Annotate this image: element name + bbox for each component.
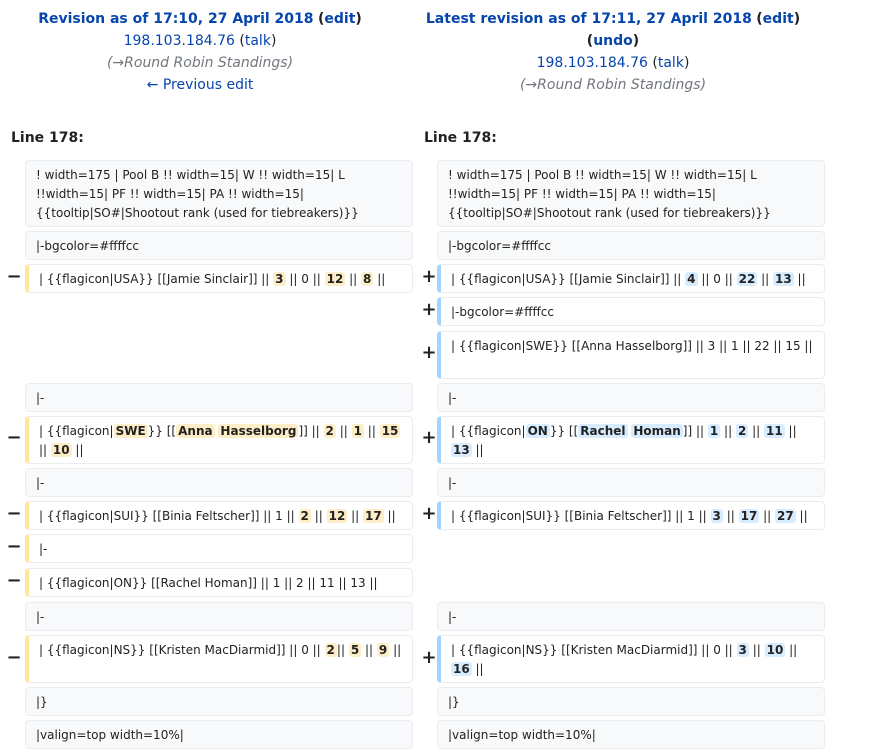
addition-marker: + xyxy=(421,503,437,524)
deletion-marker: − xyxy=(6,503,22,524)
context-line-right: ! width=175 | Pool B !! width=15| W !! w… xyxy=(437,160,825,227)
added-line: | {{flagicon|SUI}} [[Binia Feltscher]] |… xyxy=(437,501,825,530)
deleted-line: | {{flagicon|SUI}} [[Binia Feltscher]] |… xyxy=(25,501,413,530)
previous-edit-link[interactable]: ← Previous edit xyxy=(146,77,254,93)
deletion-marker: − xyxy=(6,647,22,668)
right-user-link[interactable]: 198.103.184.76 xyxy=(536,55,648,71)
context-line-left: |} xyxy=(25,687,413,716)
added-line: | {{flagicon|SWE}} [[Anna Hasselborg]] |… xyxy=(437,331,825,379)
deleted-line: | {{flagicon|NS}} [[Kristen MacDiarmid]]… xyxy=(25,635,413,683)
context-line-left: |valign=top width=10%| xyxy=(25,720,413,749)
addition-marker: + xyxy=(421,647,437,668)
context-line-left: |- xyxy=(25,468,413,497)
left-revision-title[interactable]: Revision as of 17:10, 27 April 2018 xyxy=(38,11,314,27)
addition-marker: + xyxy=(421,266,437,287)
context-line-right: |valign=top width=10%| xyxy=(437,720,825,749)
left-user-link[interactable]: 198.103.184.76 xyxy=(123,33,235,49)
left-line-number: Line 178: xyxy=(11,130,84,146)
left-revision-header: Revision as of 17:10, 27 April 2018 (edi… xyxy=(0,8,400,96)
context-line-left: |- xyxy=(25,383,413,412)
addition-marker: + xyxy=(421,427,437,448)
deletion-marker: − xyxy=(6,266,22,287)
context-line-left: |-bgcolor=#ffffcc xyxy=(25,231,413,260)
context-line-left: ! width=175 | Pool B !! width=15| W !! w… xyxy=(25,160,413,227)
deletion-marker: − xyxy=(6,536,22,557)
right-revision-title[interactable]: Latest revision as of 17:11, 27 April 20… xyxy=(425,11,752,27)
addition-marker: + xyxy=(421,342,437,363)
context-line-right: |- xyxy=(437,602,825,631)
context-line-right: |- xyxy=(437,383,825,412)
undo-link[interactable]: undo xyxy=(593,33,633,49)
context-line-right: |- xyxy=(437,468,825,497)
right-line-number: Line 178: xyxy=(424,130,497,146)
added-line: | {{flagicon|NS}} [[Kristen MacDiarmid]]… xyxy=(437,635,825,683)
right-edit-link[interactable]: edit xyxy=(762,11,794,27)
deleted-line: | {{flagicon|USA}} [[Jamie Sinclair]] ||… xyxy=(25,264,413,293)
added-line: | {{flagicon| ON}} [[Rachel Homan]] || 1 … xyxy=(437,416,825,464)
context-line-right: |-bgcolor=#ffffcc xyxy=(437,231,825,260)
addition-marker: + xyxy=(421,299,437,320)
deletion-marker: − xyxy=(6,427,22,448)
right-revision-header: Latest revision as of 17:11, 27 April 20… xyxy=(413,8,813,96)
deleted-line: |- xyxy=(25,534,413,563)
right-talk-link[interactable]: talk xyxy=(657,55,684,71)
deleted-line: | {{flagicon| SWE}} [[Anna Hasselborg]] |… xyxy=(25,416,413,464)
context-line-left: |- xyxy=(25,602,413,631)
left-edit-comment: (→Round Robin Standings) xyxy=(106,55,294,71)
deletion-marker: − xyxy=(6,570,22,591)
right-edit-comment: (→Round Robin Standings) xyxy=(519,77,707,93)
added-line: | {{flagicon|USA}} [[Jamie Sinclair]] ||… xyxy=(437,264,825,293)
context-line-right: |} xyxy=(437,687,825,716)
left-edit-link[interactable]: edit xyxy=(324,11,356,27)
added-line: |-bgcolor=#ffffcc xyxy=(437,297,825,326)
deleted-line: | {{flagicon|ON}} [[Rachel Homan]] || 1 … xyxy=(25,568,413,597)
left-talk-link[interactable]: talk xyxy=(244,33,271,49)
